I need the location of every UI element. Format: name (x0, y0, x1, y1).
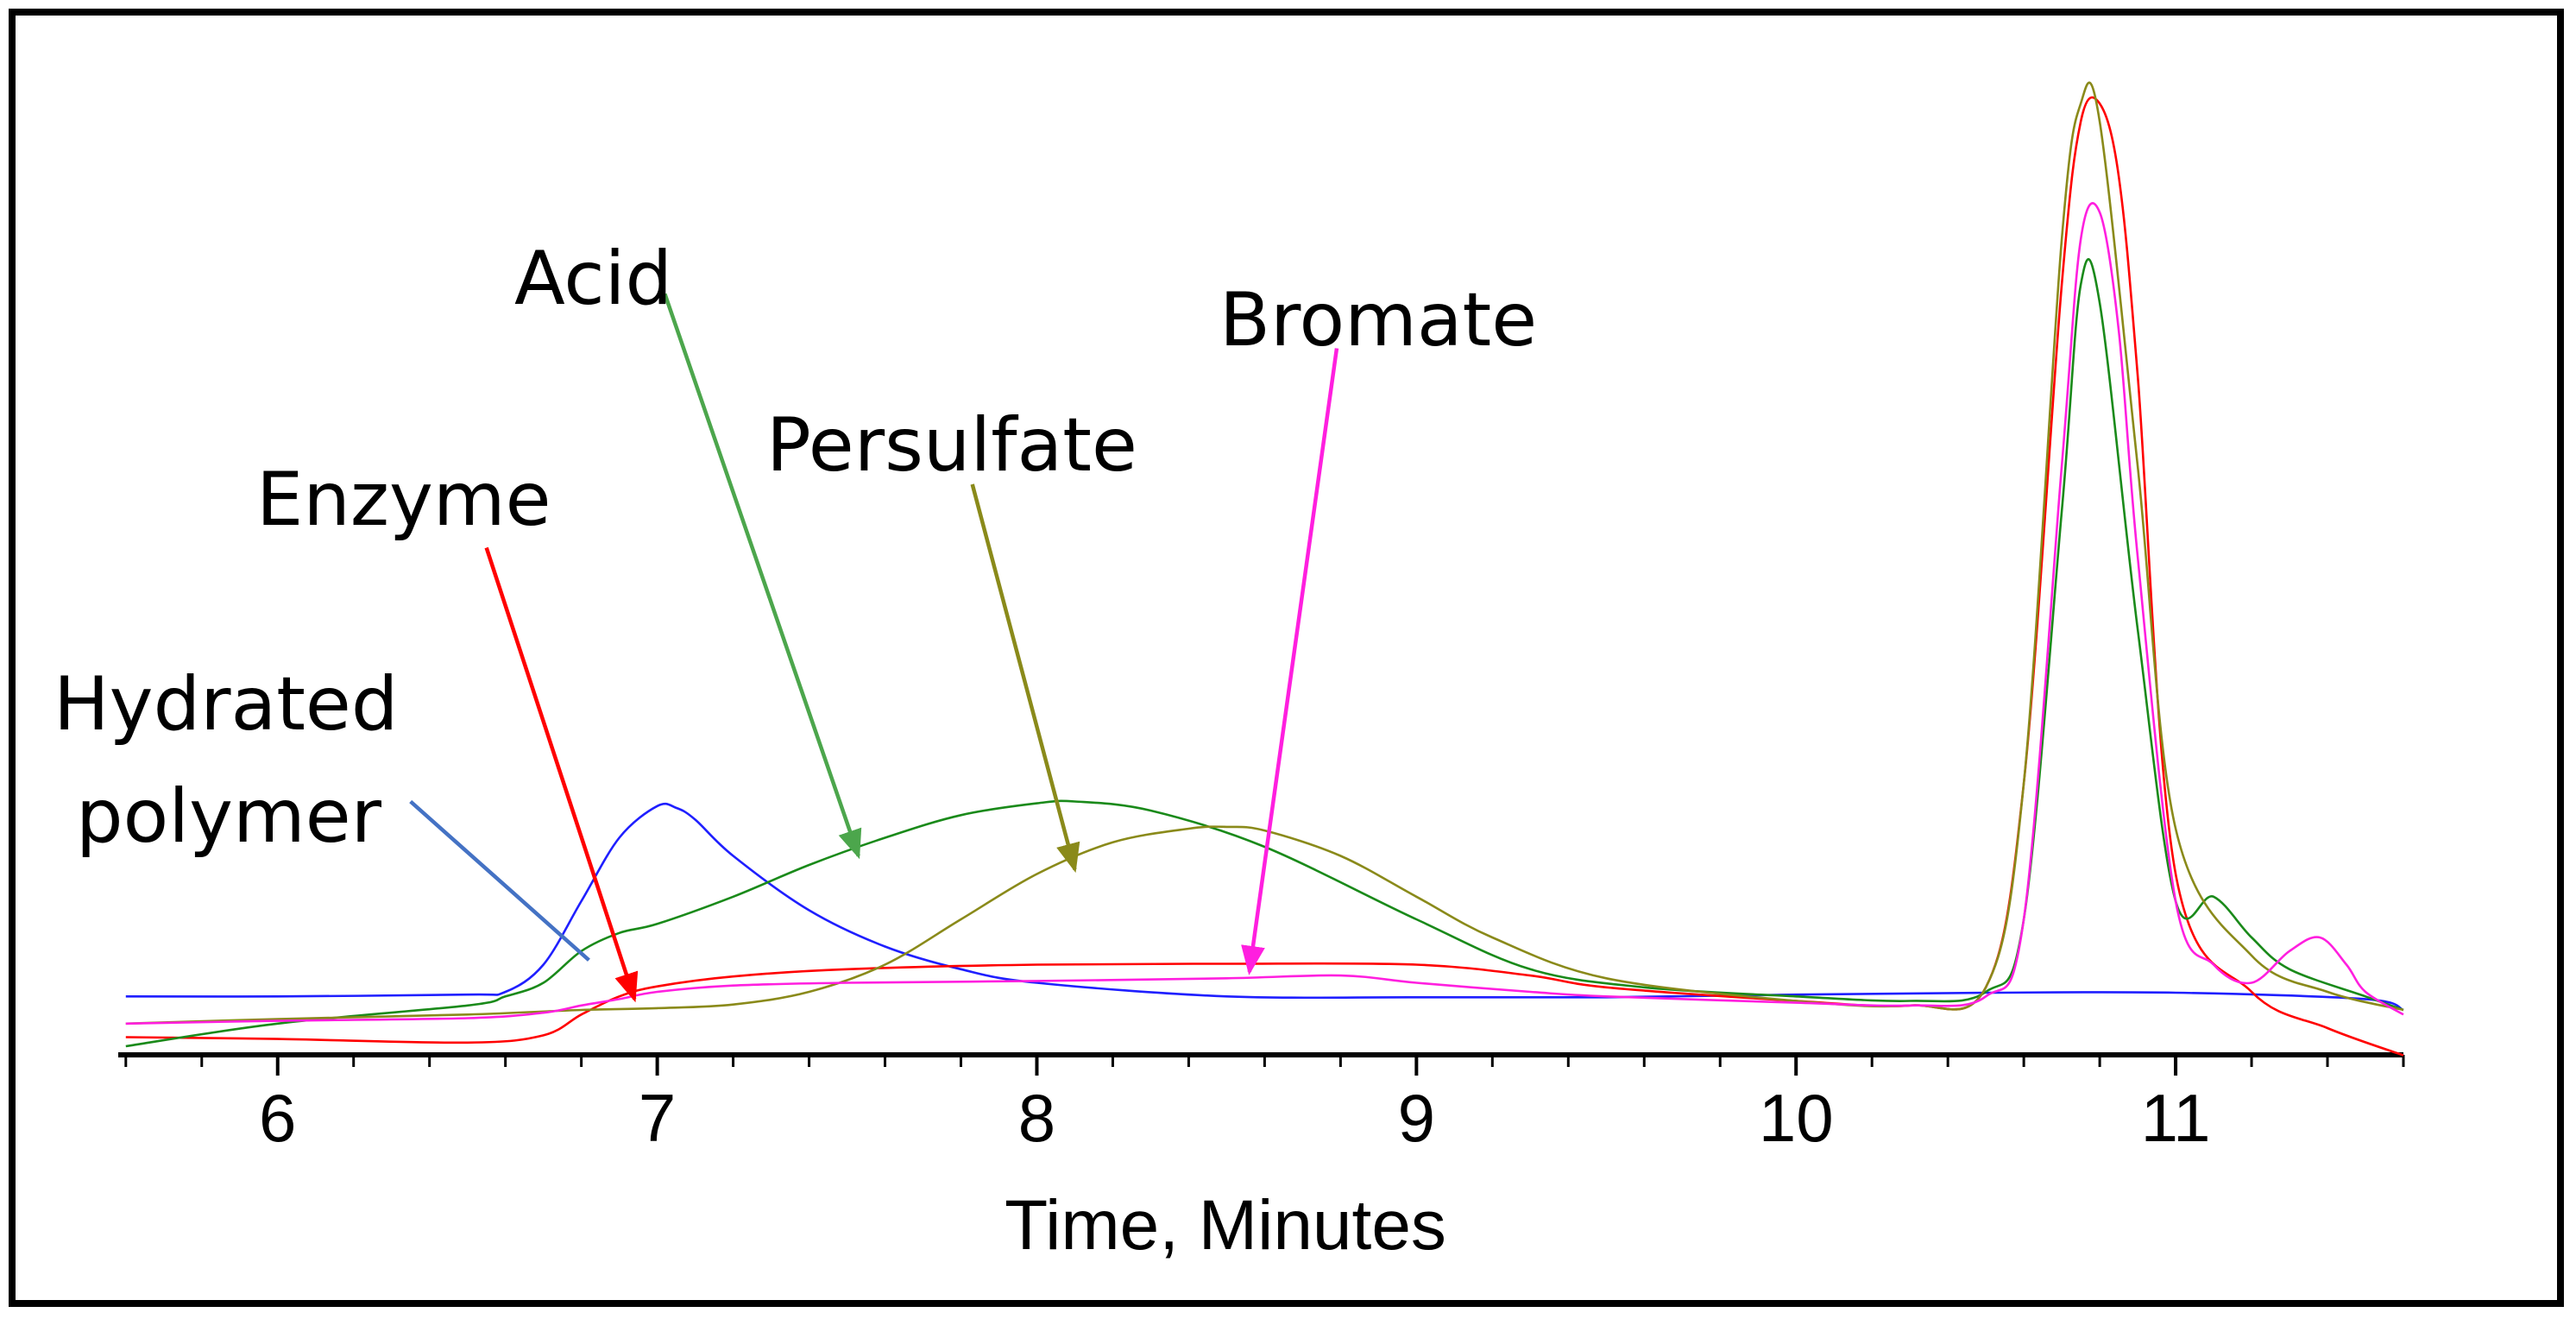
series-line-bromate (125, 202, 2404, 1026)
chart-frame (9, 9, 2564, 1307)
series-line-acid (125, 257, 2404, 1048)
annotation-label-persulfate: Persulfate (766, 402, 1137, 489)
annotation-label-enzyme: Enzyme (256, 457, 551, 543)
annotation-label-acid: Acid (514, 236, 672, 322)
x-tick-label: 10 (1759, 1080, 1834, 1156)
x-tick-label: 11 (2141, 1080, 2211, 1156)
annotation-arrow-bromate (1241, 348, 1339, 975)
annotation-label-bromate: Bromate (1219, 277, 1537, 363)
x-tick-label: 9 (1398, 1080, 1435, 1156)
x-axis-title: Time, Minutes (1005, 1186, 1446, 1265)
x-axis: 6 7 8 9 10 11 (118, 1052, 2405, 1156)
annotation-arrow-hydrated (409, 799, 590, 962)
annotation-label-polymer: polymer (76, 773, 382, 860)
series-lines (125, 81, 2404, 1057)
annotation-arrow-enzyme (484, 546, 639, 1003)
annotation-arrow-persulfate (970, 483, 1080, 874)
x-tick-label: 7 (639, 1080, 676, 1156)
series-line-persulfate (125, 81, 2404, 1026)
annotation-arrow-acid (663, 293, 862, 860)
x-tick-label: 6 (259, 1080, 296, 1156)
annotation-label-hydrated: Hydrated (54, 661, 398, 748)
series-line-hydrated-polymer (125, 802, 2404, 1012)
annotations: Hydrated polymer Enzyme Acid Persulfate Broma… (54, 236, 1537, 1003)
x-tick-label: 8 (1018, 1080, 1055, 1156)
